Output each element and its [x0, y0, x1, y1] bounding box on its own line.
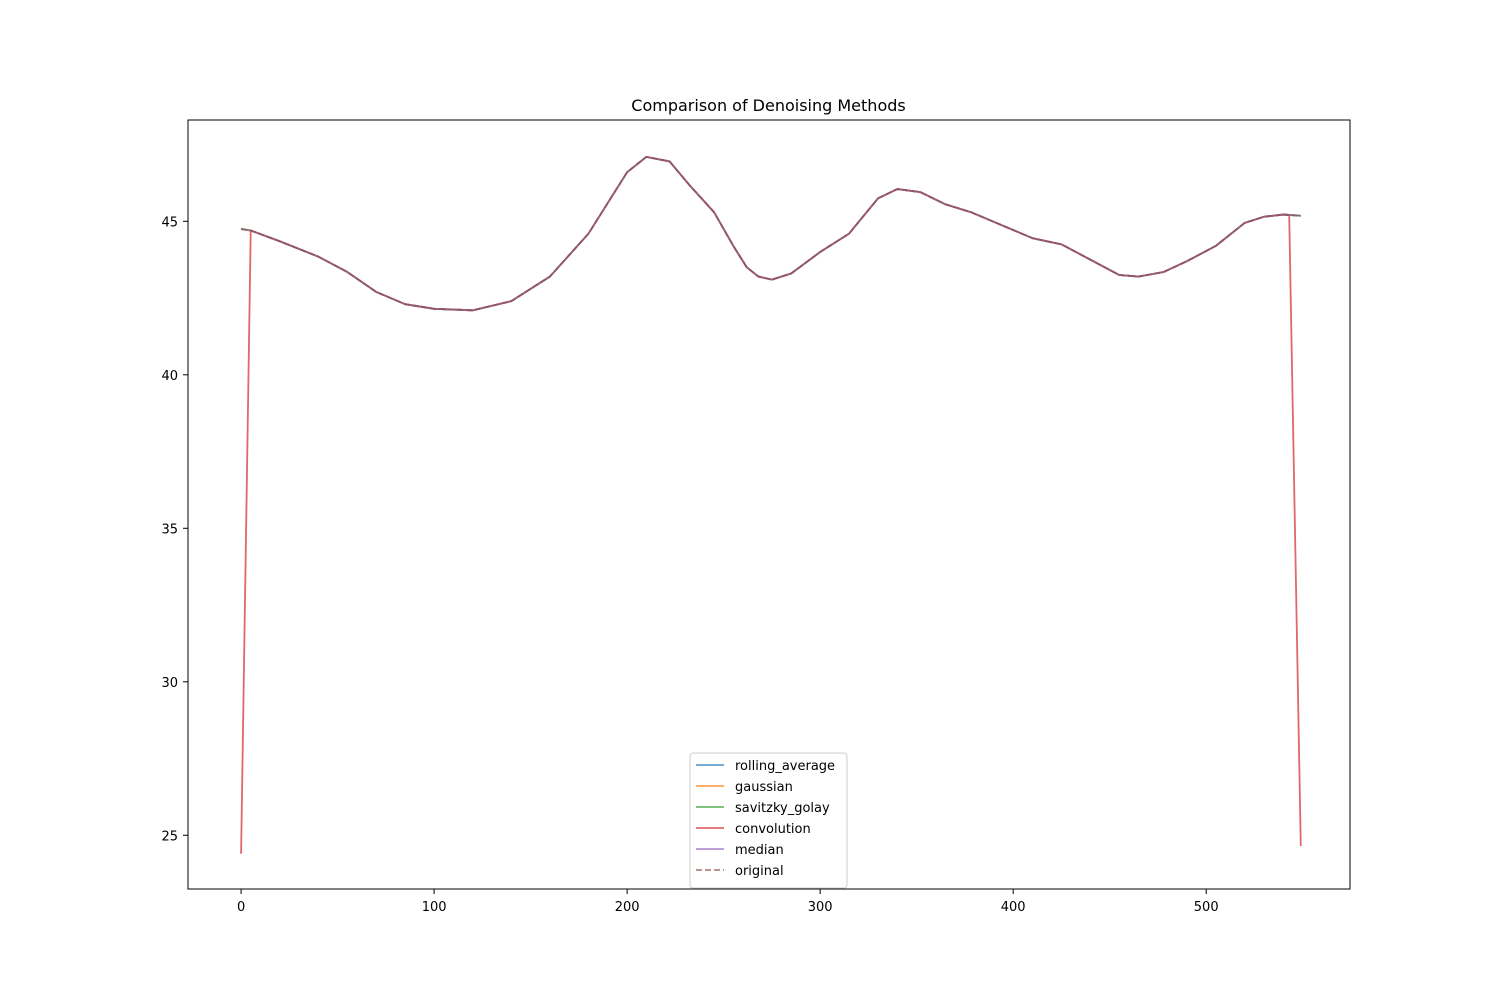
axis-ticks: 0 100 200 300 400 500 25 30 35 40 45 [161, 215, 1218, 915]
y-tick-label: 45 [161, 215, 178, 230]
y-tick-label: 35 [161, 522, 178, 537]
plot-area [240, 155, 1302, 854]
legend-box [689, 752, 848, 889]
x-tick-label: 200 [615, 900, 640, 915]
series-line-original [240, 155, 1301, 312]
x-tick-label: 100 [422, 900, 447, 915]
x-tick-label: 500 [1194, 900, 1219, 915]
legend-label-median: median [735, 843, 784, 858]
x-tick-label: 300 [808, 900, 833, 915]
legend-label-rolling_average: rolling_average [735, 759, 835, 774]
legend-label-convolution: convolution [735, 822, 811, 837]
legend: rolling_average gaussian savitzky_golaycon… [689, 752, 848, 889]
x-tick-label: 400 [1001, 900, 1026, 915]
legend-label-original: original [735, 864, 784, 879]
legend-label-savitzky_golay: savitzky_golay [735, 801, 830, 816]
axes-frame [187, 119, 1351, 890]
legend-label-gaussian: gaussian [735, 780, 793, 795]
x-tick-label: 0 [237, 900, 245, 915]
y-tick-label: 25 [161, 829, 178, 844]
y-tick-label: 40 [161, 369, 178, 384]
y-tick-label: 30 [161, 676, 178, 691]
chart-title: Comparison of Denoising Methods [631, 96, 905, 115]
